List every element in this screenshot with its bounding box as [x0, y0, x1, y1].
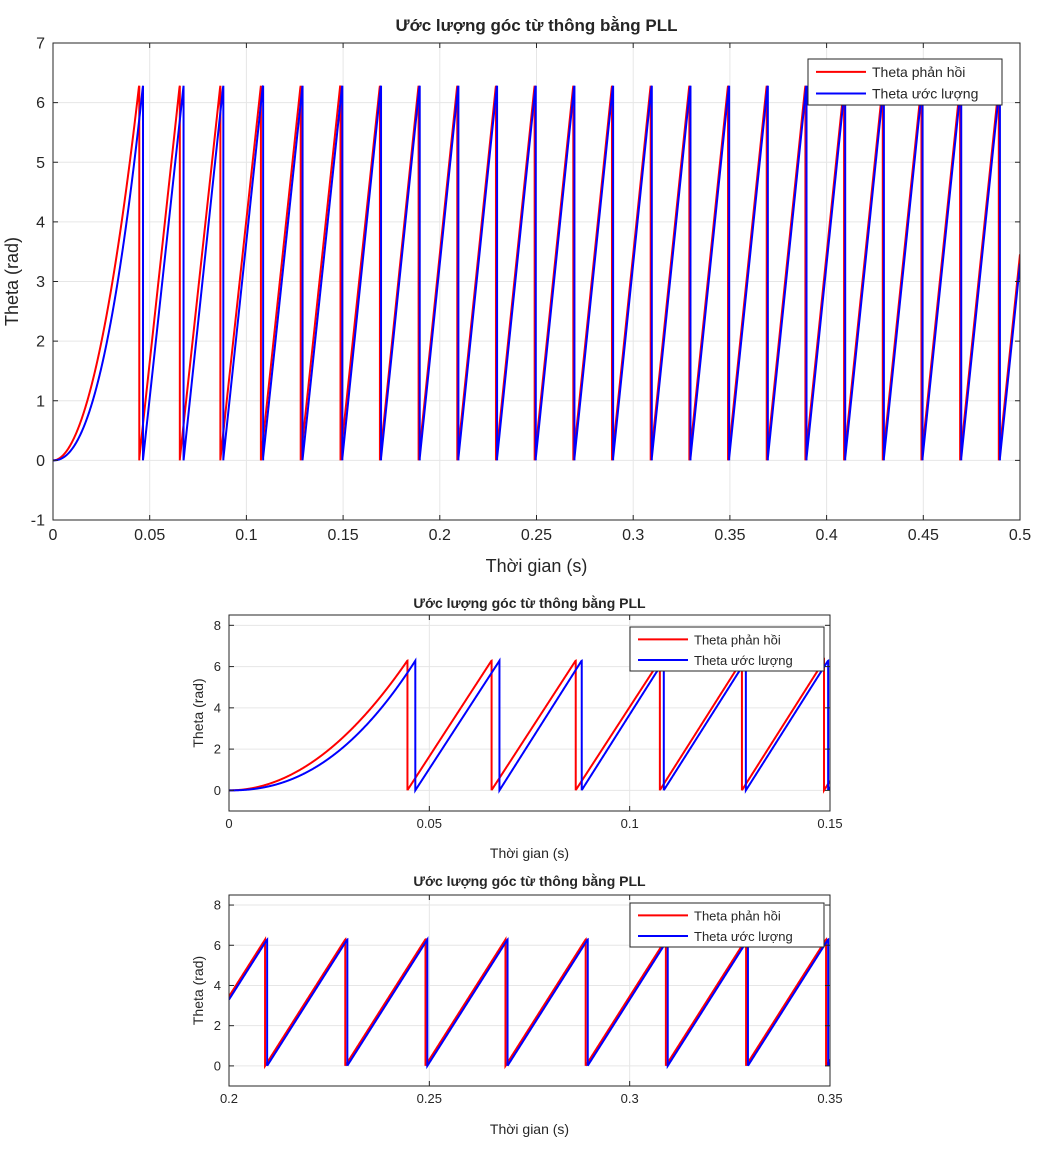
y-tick-label: -1 — [31, 513, 45, 530]
chart-title: Ước lượng góc từ thông bằng PLL — [413, 872, 646, 889]
y-tick-label: 8 — [214, 898, 221, 913]
y-axis-label: Theta (rad) — [190, 956, 206, 1025]
y-tick-label: 6 — [214, 659, 221, 674]
legend-label: Theta phản hồi — [694, 632, 781, 647]
axes-box — [228, 614, 831, 812]
y-tick-label: 1 — [36, 393, 45, 410]
x-tick-label: 0.35 — [714, 527, 745, 544]
axes-box — [228, 894, 831, 1087]
x-tick-label: 0 — [225, 816, 232, 831]
legend: Theta phản hồi Theta ước lượng — [629, 902, 825, 948]
x-tick-label: 0.15 — [328, 527, 359, 544]
x-tick-label: 0 — [49, 527, 58, 544]
y-tick-label: 6 — [36, 95, 45, 112]
series-line-theta-feedback — [229, 936, 830, 1070]
legend-label: Theta phản hồi — [694, 908, 781, 923]
y-tick-label: 2 — [36, 334, 45, 351]
legend: Theta phản hồi Theta ước lượng — [807, 58, 1003, 106]
y-tick-label: 0 — [36, 453, 45, 470]
y-tick-label: 8 — [214, 618, 221, 633]
x-tick-label: 0.45 — [908, 527, 939, 544]
x-tick-label: 0.2 — [429, 527, 451, 544]
y-tick-label: 4 — [214, 700, 221, 715]
chart-panel-3: 0.2 0.25 0.3 0.35 0 2 4 6 8 Ước lượng góc từ thôn… — [190, 872, 843, 1137]
series-group — [229, 657, 830, 794]
x-tick-label: 0.05 — [417, 816, 442, 831]
x-tick-label: 0.1 — [621, 816, 639, 831]
x-tick-label: 0.05 — [134, 527, 165, 544]
y-tick-label: 0 — [214, 783, 221, 798]
x-tick-label: 0.3 — [622, 527, 644, 544]
y-axis-label: Theta (rad) — [190, 678, 206, 747]
y-tick-label: 4 — [36, 214, 45, 231]
legend-label: Theta ước lượng — [694, 653, 793, 668]
y-tick-label: 7 — [36, 36, 45, 53]
legend-label: Theta ước lượng — [872, 86, 978, 102]
series-group — [229, 936, 830, 1070]
x-axis-label: Thời gian (s) — [490, 1121, 569, 1137]
y-tick-label: 6 — [214, 938, 221, 953]
x-tick-label: 0.3 — [621, 1091, 639, 1106]
y-tick-label: 3 — [36, 274, 45, 291]
y-tick-label: 4 — [214, 978, 221, 993]
x-tick-label: 0.15 — [817, 816, 842, 831]
x-tick-label: 0.4 — [815, 527, 837, 544]
legend-box — [629, 626, 825, 672]
series-group — [53, 85, 1020, 462]
y-tick-label: 5 — [36, 155, 45, 172]
x-tick-label: 0.5 — [1009, 527, 1031, 544]
x-tick-label: 0.2 — [220, 1091, 238, 1106]
chart-title: Ước lượng góc từ thông bằng PLL — [413, 594, 646, 611]
legend-box — [629, 902, 825, 948]
x-axis-label: Thời gian (s) — [486, 556, 588, 576]
series-line-theta-estimate — [229, 657, 830, 794]
x-tick-label: 0.25 — [417, 1091, 442, 1106]
y-tick-label: 0 — [214, 1058, 221, 1073]
legend-label: Theta ước lượng — [694, 929, 793, 944]
x-tick-label: 0.25 — [521, 527, 552, 544]
series-line-theta-estimate — [229, 936, 830, 1070]
y-axis-label: Theta (rad) — [2, 237, 22, 326]
chart-panel-1: 0 0.05 0.1 0.15 0.2 0.25 0.3 0.35 0.4 0.45 0.5-101… — [2, 16, 1031, 576]
x-axis-label: Thời gian (s) — [490, 845, 569, 861]
x-tick-label: 0.1 — [235, 527, 257, 544]
chart-title: Ước lượng góc từ thông bằng PLL — [396, 16, 678, 35]
series-line-theta-estimate — [53, 85, 1020, 462]
y-tick-label: 2 — [214, 1018, 221, 1033]
legend-box — [807, 58, 1003, 106]
chart-panel-2: 0 0.05 0.1 0.15 0 2 4 6 8 Ước lượng góc từ thông … — [190, 594, 843, 861]
legend: Theta phản hồi Theta ước lượng — [629, 626, 825, 672]
legend-label: Theta phản hồi — [872, 64, 965, 80]
x-tick-label: 0.35 — [817, 1091, 842, 1106]
series-line-theta-feedback — [229, 657, 830, 794]
y-tick-label: 2 — [214, 742, 221, 757]
